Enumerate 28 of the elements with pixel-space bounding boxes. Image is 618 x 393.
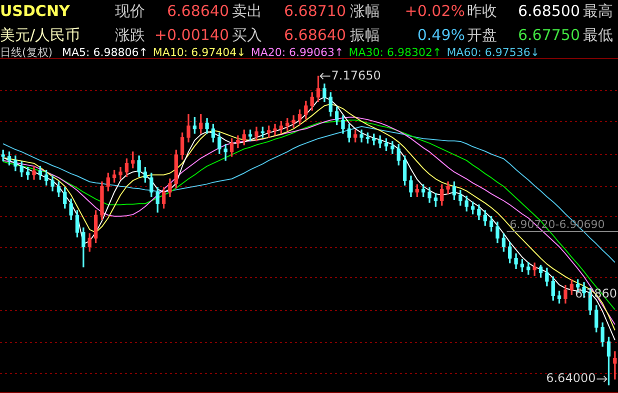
chart-subtitle: 美元/人民币: [0, 26, 80, 44]
text: 6.68500: [518, 2, 580, 20]
text: MA5: 6.98806↑: [62, 46, 148, 59]
annotation: 日线(复权): [0, 46, 53, 59]
text: MA60: 6.97536↓: [446, 46, 540, 59]
text: 卖出: [232, 2, 262, 20]
text: 买入: [232, 26, 262, 44]
text: 6.68640: [284, 26, 346, 44]
text: 开盘: [467, 26, 497, 44]
text: 最高: [583, 2, 613, 20]
annotation: 6.64000: [546, 371, 596, 386]
text: MA20: 6.99063↑: [250, 46, 344, 59]
text: 6.68640: [166, 2, 229, 20]
text: 最低: [583, 26, 613, 44]
text: +0.02%: [404, 2, 465, 20]
text: 现价: [115, 2, 145, 20]
text: 0.49%: [417, 26, 465, 44]
chart-title: USDCNY: [0, 2, 70, 20]
text: +0.00140: [154, 26, 229, 44]
text: MA30: 6.98302↑: [348, 46, 442, 59]
text: 涨跌: [115, 26, 145, 44]
text: 6.67750: [518, 26, 580, 44]
text: MA10: 6.97404↓: [152, 46, 246, 59]
text: 涨幅: [350, 2, 380, 20]
text: 昨收: [467, 2, 497, 20]
text: 6.68710: [284, 2, 346, 20]
annotation: 7.17650: [331, 68, 381, 82]
text: 振幅: [350, 26, 380, 44]
